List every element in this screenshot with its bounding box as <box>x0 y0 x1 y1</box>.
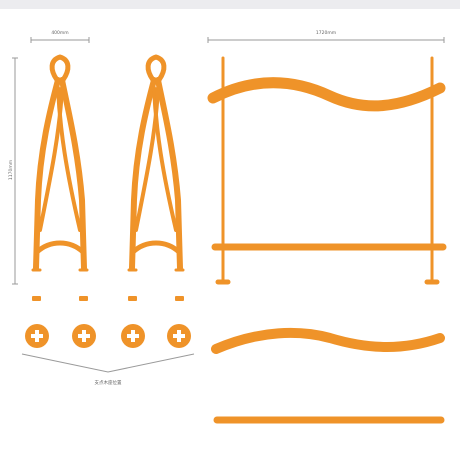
frame-height-dimension: 1170mm <box>8 57 18 285</box>
loose-parts <box>211 327 445 424</box>
window-top-bar <box>0 0 460 9</box>
foot-pad <box>32 296 41 301</box>
panel-assembly <box>207 56 447 285</box>
panel-width-dimension: 1720mm <box>207 30 445 43</box>
plus-connector-icon <box>25 324 49 348</box>
a-frame-icon <box>127 54 185 272</box>
foot-pad <box>79 296 88 301</box>
plus-connector-icon <box>72 324 96 348</box>
curved-slat-icon <box>207 77 446 112</box>
frame-width-dimension: 400mm <box>30 30 90 43</box>
support-position-caption: 支点木座位置 <box>95 379 122 386</box>
plus-connector-icon <box>167 324 191 348</box>
a-frame-icon <box>31 54 89 272</box>
curved-slat-icon <box>211 327 445 354</box>
connector-bracket: 支点木座位置 <box>21 353 195 386</box>
panel-width-label: 1720mm <box>316 30 336 36</box>
plus-connector-icon <box>121 324 145 348</box>
frame-width-label: 400mm <box>51 30 68 36</box>
frame-height-label: 1170mm <box>8 160 14 180</box>
foot-pad <box>128 296 137 301</box>
foot-pads <box>32 296 184 301</box>
foot-pad <box>175 296 184 301</box>
